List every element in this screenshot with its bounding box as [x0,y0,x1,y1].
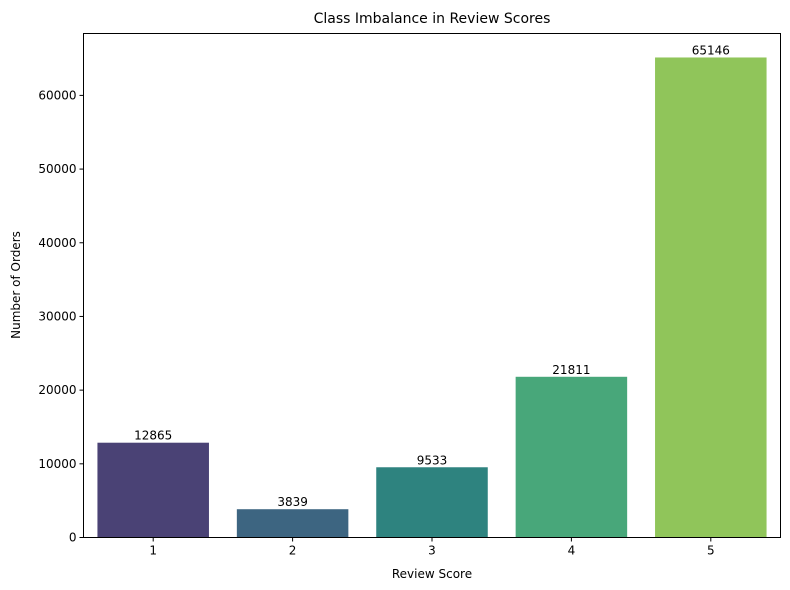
x-axis-ticks: 1 2 3 4 5 [149,537,715,558]
bar-value-label: 65146 [692,43,730,57]
bar-value-label: 3839 [277,495,308,509]
y-tick-label: 40000 [38,236,76,250]
bar-score-2 [236,509,349,538]
x-tick-label: 1 [149,544,157,558]
bars [97,57,767,538]
bar-score-3 [376,467,488,538]
y-tick-label: 60000 [38,88,76,102]
x-tick-label: 5 [707,544,715,558]
y-tick-label: 50000 [38,162,76,176]
y-axis-label: Number of Orders [9,231,23,339]
x-tick-label: 2 [289,544,297,558]
y-tick-label: 20000 [38,383,76,397]
bar-score-4 [515,376,628,538]
y-axis-ticks: 0 10000 20000 30000 40000 50000 60000 [38,88,84,545]
bar-value-label: 21811 [552,363,590,377]
bar-value-label: 9533 [417,453,448,467]
x-tick-label: 4 [568,544,576,558]
y-tick-label: 0 [69,531,77,545]
bar-score-5 [655,57,767,538]
x-axis-label: Review Score [392,567,472,581]
bar-score-1 [97,442,209,538]
x-tick-label: 3 [428,544,436,558]
bar-value-label: 12865 [134,429,172,443]
y-tick-label: 10000 [38,457,76,471]
y-tick-label: 30000 [38,309,76,323]
bar-value-labels: 12865 3839 9533 21811 65146 [134,43,730,509]
chart-title: Class Imbalance in Review Scores [314,11,551,27]
